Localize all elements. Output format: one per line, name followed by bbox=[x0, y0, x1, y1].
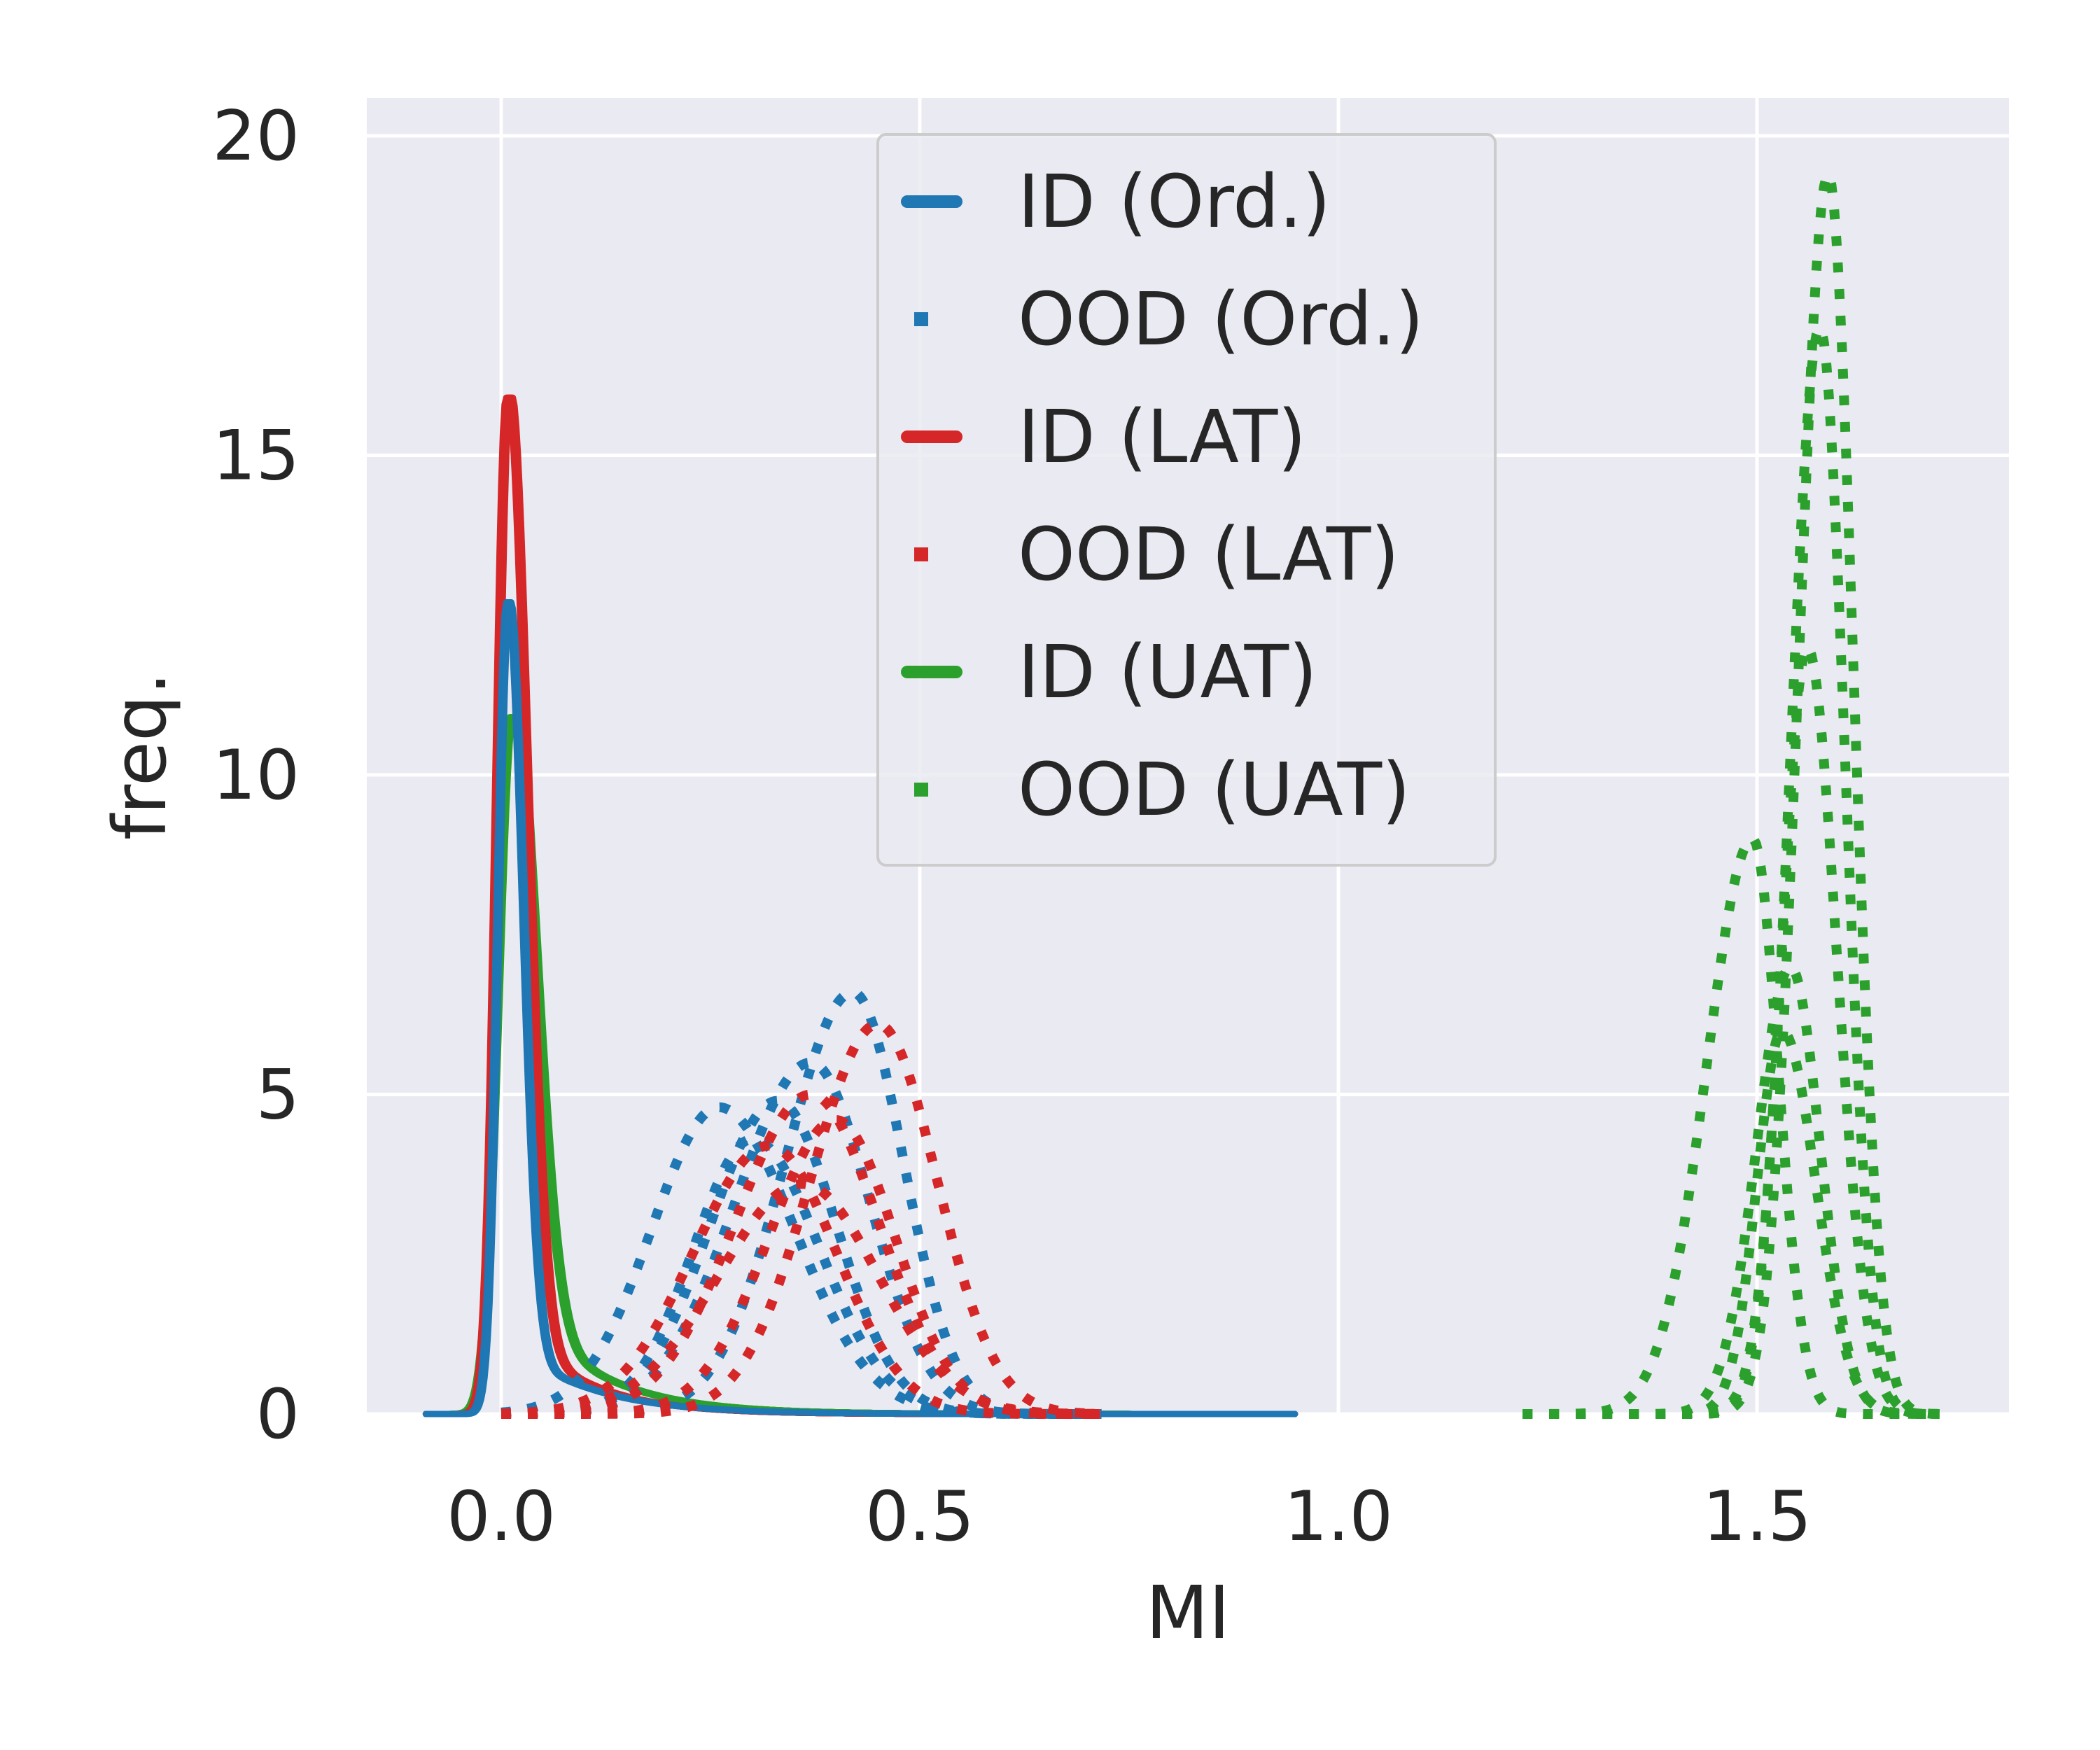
y-tick-label: 10 bbox=[212, 736, 300, 816]
y-tick-label: 15 bbox=[212, 416, 300, 496]
legend-marker bbox=[914, 783, 928, 797]
y-axis-ticks: 0 5 10 15 20 bbox=[212, 97, 300, 1455]
legend-marker bbox=[914, 312, 928, 326]
y-tick-label: 0 bbox=[256, 1375, 300, 1455]
x-tick-label: 1.0 bbox=[1284, 1477, 1393, 1557]
legend: ID (Ord.) OOD (Ord.) ID (LAT) OOD (LAT) ID (… bbox=[876, 133, 1497, 867]
x-axis-label: MI bbox=[1146, 1570, 1230, 1656]
series-ood-lat bbox=[500, 1019, 1102, 1419]
y-axis-label: freq. bbox=[97, 672, 183, 840]
x-tick-label: 1.5 bbox=[1702, 1477, 1812, 1557]
density-curve bbox=[1522, 834, 1940, 1419]
y-tick-label: 5 bbox=[256, 1056, 300, 1135]
density-curve bbox=[1522, 1026, 1940, 1419]
legend-label: OOD (LAT) bbox=[1018, 512, 1399, 597]
y-tick-label: 20 bbox=[212, 97, 300, 176]
density-curve bbox=[501, 1096, 1102, 1419]
legend-label: ID (UAT) bbox=[1018, 629, 1317, 715]
x-tick-label: 0.5 bbox=[865, 1477, 974, 1557]
series-id-ord bbox=[422, 599, 1298, 1418]
legend-label: OOD (UAT) bbox=[1018, 747, 1410, 832]
density-curve bbox=[1522, 961, 1940, 1419]
density-curve bbox=[1522, 320, 1940, 1419]
legend-label: ID (LAT) bbox=[1018, 394, 1306, 479]
legend-label: OOD (Ord.) bbox=[1018, 276, 1424, 362]
density-curve bbox=[501, 1089, 1102, 1419]
series-ood-uat bbox=[1522, 167, 1940, 1419]
legend-box bbox=[876, 133, 1497, 867]
legend-label: ID (Ord.) bbox=[1018, 159, 1331, 244]
x-axis-ticks: 0.0 0.5 1.0 1.5 bbox=[447, 1477, 1812, 1557]
density-curve bbox=[500, 1140, 1102, 1419]
x-tick-label: 0.0 bbox=[447, 1477, 556, 1557]
density-curve bbox=[500, 1179, 1102, 1419]
density-curve bbox=[422, 599, 1298, 1418]
series-curves bbox=[422, 167, 1940, 1419]
legend-marker bbox=[914, 547, 928, 561]
